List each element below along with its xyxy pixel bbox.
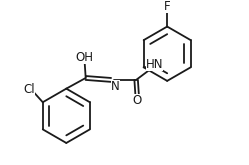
- Text: N: N: [111, 80, 120, 93]
- Text: Cl: Cl: [23, 83, 35, 96]
- Text: F: F: [164, 0, 171, 13]
- Text: HN: HN: [146, 58, 163, 70]
- Text: OH: OH: [76, 51, 94, 65]
- Text: O: O: [132, 94, 142, 107]
